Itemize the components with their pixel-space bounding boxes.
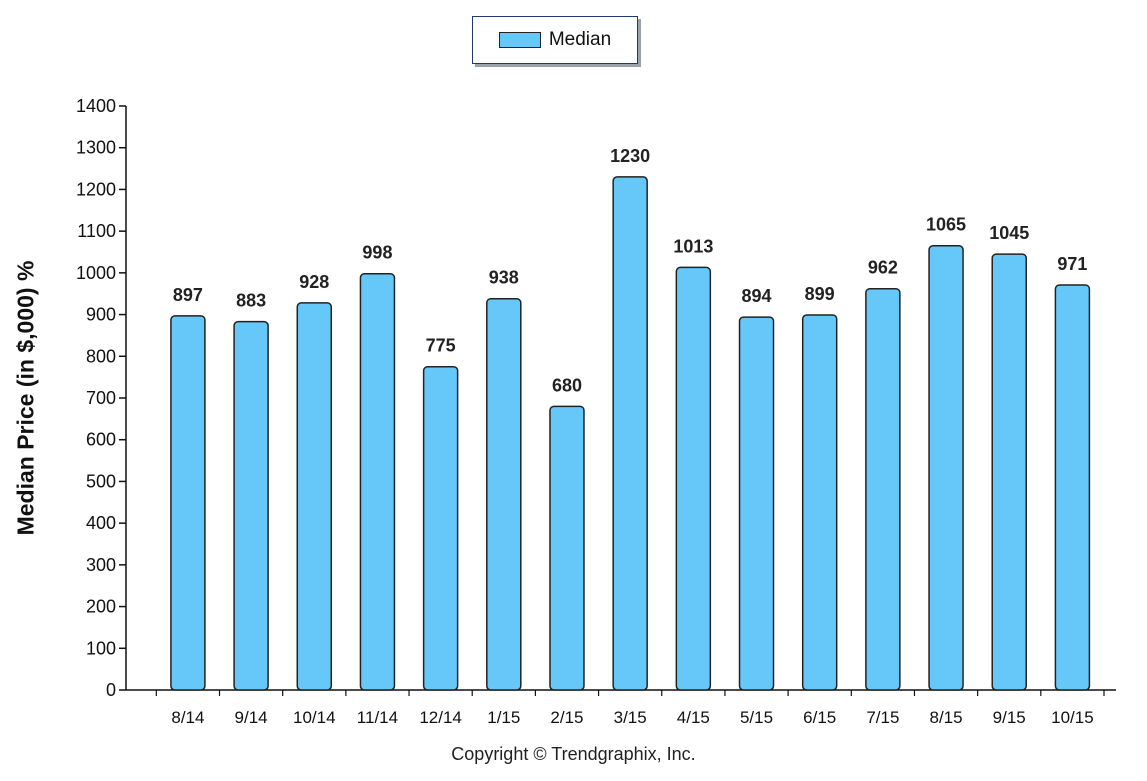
y-tick-label: 600 xyxy=(86,430,116,450)
y-tick-label: 800 xyxy=(86,346,116,366)
x-tick-label: 7/15 xyxy=(866,708,899,727)
bar xyxy=(359,272,396,691)
y-tick-label: 1300 xyxy=(76,138,116,158)
bar-value-label: 1013 xyxy=(673,236,713,256)
bar xyxy=(1054,284,1091,691)
bar-value-label: 938 xyxy=(489,268,519,288)
legend-swatch xyxy=(498,32,541,48)
bar xyxy=(170,315,206,691)
bar xyxy=(675,266,712,691)
bar-value-label: 962 xyxy=(868,258,898,278)
bar-value-label: 928 xyxy=(299,272,329,292)
bar-value-label: 998 xyxy=(362,243,392,263)
data-labels: 897 883 928 998 775 938 680 1230 1013 894 899 962 10… xyxy=(173,146,1088,395)
y-tick-label: 1200 xyxy=(76,179,116,199)
bar-value-label: 894 xyxy=(741,286,771,306)
y-tick-label: 500 xyxy=(86,471,116,491)
x-tick-label: 11/14 xyxy=(357,708,398,727)
bar-value-label: 1045 xyxy=(989,223,1029,243)
y-tick-label: 1100 xyxy=(77,221,116,241)
bar xyxy=(422,365,459,691)
y-axis: 0 100 200 300 400 500 600 700 800 900 1000 1100 1200… xyxy=(76,96,127,700)
bar xyxy=(486,297,522,691)
x-tick-label: 9/15 xyxy=(993,708,1026,727)
bar-value-label: 1065 xyxy=(926,215,966,235)
y-tick-label: 1000 xyxy=(76,263,116,283)
y-tick-label: 0 xyxy=(106,680,116,700)
y-tick-label: 100 xyxy=(86,638,116,658)
bar xyxy=(296,302,333,691)
legend: Median xyxy=(472,16,638,64)
bars xyxy=(170,176,1091,691)
x-tick-label: 1/15 xyxy=(487,708,520,727)
y-tick-label: 700 xyxy=(86,388,116,408)
x-tick-label: 8/15 xyxy=(930,708,963,727)
y-tick-label: 1400 xyxy=(76,96,116,116)
bar xyxy=(738,316,775,691)
bar-value-label: 680 xyxy=(552,375,582,395)
x-tick-label: 10/15 xyxy=(1051,708,1094,727)
x-tick-label: 3/15 xyxy=(614,708,647,727)
x-tick-label: 2/15 xyxy=(550,708,583,727)
y-tick-label: 900 xyxy=(86,305,116,325)
bar-value-label: 1230 xyxy=(610,146,650,166)
bar-value-label: 899 xyxy=(805,284,835,304)
x-tick-label: 10/14 xyxy=(293,708,336,727)
x-tick-label: 12/14 xyxy=(419,708,462,727)
bar-value-label: 775 xyxy=(426,336,456,356)
legend-label: Median xyxy=(548,29,612,50)
bar xyxy=(991,253,1027,691)
x-tick-label: 4/15 xyxy=(677,708,710,727)
y-tick-label: 200 xyxy=(86,597,116,617)
x-tick-label: 6/15 xyxy=(803,708,836,727)
bar xyxy=(801,314,838,691)
copyright-text: Copyright © Trendgraphix, Inc. xyxy=(451,744,696,764)
x-tick-label: 5/15 xyxy=(740,708,773,727)
bar xyxy=(233,320,269,691)
x-tick-label: 8/14 xyxy=(171,708,204,727)
x-axis: 8/14 9/14 10/14 11/14 12/14 1/15 2/15 3/15 4/15 5… xyxy=(126,689,1116,727)
bar xyxy=(549,405,585,691)
y-tick-label: 300 xyxy=(86,555,116,575)
bar xyxy=(612,176,648,691)
bar-value-label: 971 xyxy=(1057,254,1087,274)
bar xyxy=(865,287,901,691)
bar-value-label: 897 xyxy=(173,285,203,305)
bar xyxy=(928,244,964,691)
y-tick-label: 400 xyxy=(86,513,116,533)
x-tick-label: 9/14 xyxy=(235,708,268,727)
bar-value-label: 883 xyxy=(236,291,266,311)
